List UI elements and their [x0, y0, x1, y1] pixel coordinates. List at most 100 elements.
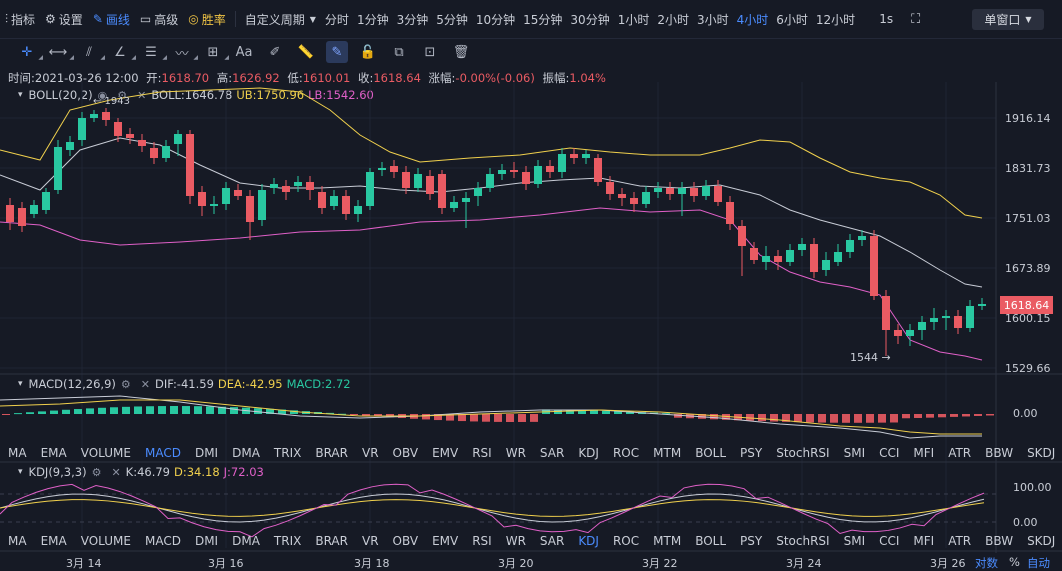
period-tab[interactable]: 10分钟 — [475, 12, 516, 27]
indicator-tab[interactable]: SKDJ — [1027, 534, 1056, 548]
close-icon[interactable]: ✕ — [111, 465, 121, 479]
shape-icon[interactable]: ⊞ ◢ — [207, 44, 229, 62]
indicator-tab[interactable]: BBW — [985, 534, 1014, 548]
indicator-tab[interactable]: DMI — [194, 446, 219, 460]
indicator-tab[interactable]: StochRSI — [776, 534, 830, 548]
collapse-icon[interactable]: ▾ — [18, 90, 23, 100]
indicator-tab[interactable]: VR — [361, 534, 379, 548]
period-tab[interactable]: 2小时 — [657, 12, 689, 27]
indicator-tab[interactable]: MTM — [653, 446, 682, 460]
draw-button[interactable]: ✎ 画线 — [92, 12, 130, 27]
period-tab[interactable]: 6小时 — [776, 12, 808, 27]
angle-icon[interactable]: ∠ ◢ — [114, 44, 136, 62]
indicator-tab[interactable]: KDJ — [578, 534, 599, 548]
indicator-tab[interactable]: StochRSI — [776, 446, 830, 460]
indicator-tab[interactable]: BOLL — [695, 534, 727, 548]
indicator-tab[interactable]: BRAR — [315, 446, 348, 460]
period-tab[interactable]: 3小时 — [696, 12, 729, 27]
indicator-tab[interactable]: MFI — [913, 534, 935, 548]
indicator-tab[interactable]: SMI — [843, 534, 866, 548]
indicator-tab[interactable]: VR — [361, 446, 379, 460]
expand-icon[interactable]: ⛶ — [911, 11, 921, 27]
indicator-tab[interactable]: EMV — [432, 534, 459, 548]
indicator-tab[interactable]: WR — [505, 446, 526, 460]
interval-label[interactable]: 1s — [879, 12, 894, 26]
indicator-tab[interactable]: ATR — [948, 446, 972, 460]
indicator-tab[interactable]: VOLUME — [80, 446, 131, 460]
close-icon[interactable]: ✕ — [140, 377, 150, 391]
indicator-tab[interactable]: PSY — [740, 446, 763, 460]
wave-icon[interactable]: 〰 ◢ — [175, 46, 198, 62]
indicator-tab[interactable]: KDJ — [578, 446, 599, 460]
winrate-button[interactable]: ◎ 胜率 — [188, 12, 226, 27]
period-tab[interactable]: 1小时 — [617, 12, 650, 27]
settings-icon[interactable]: ⚙ — [91, 465, 102, 479]
collapse-icon[interactable]: ▾ — [18, 467, 23, 477]
lock-icon[interactable]: 🔓 — [359, 44, 377, 60]
window-mode-dropdown[interactable]: 单窗口 ▼ — [972, 9, 1044, 30]
indicator-tab[interactable]: TRIX — [273, 446, 302, 460]
indicator-tab[interactable]: CCI — [879, 446, 900, 460]
text-icon[interactable]: Aa — [235, 44, 253, 60]
period-tab-active[interactable]: 4小时 — [736, 12, 769, 27]
brush-icon[interactable]: ✐ — [269, 44, 281, 60]
indicator-tab[interactable]: WR — [505, 534, 526, 548]
indicator-tab[interactable]: VOLUME — [80, 534, 131, 548]
indicator-tab[interactable]: EMA — [40, 446, 67, 460]
indicator-tab[interactable]: DMI — [194, 534, 219, 548]
parallel-lines-icon[interactable]: ⫽ ◢ — [86, 44, 105, 62]
period-tab[interactable]: 5分钟 — [436, 12, 468, 27]
indicator-tab[interactable]: ROC — [612, 534, 640, 548]
indicator-tab[interactable]: OBV — [392, 446, 419, 460]
indicator-tab[interactable]: DMA — [232, 446, 260, 460]
collapse-icon[interactable]: ▾ — [18, 379, 23, 389]
indicator-tab[interactable]: RSI — [472, 534, 492, 548]
indicator-tab[interactable]: BBW — [985, 446, 1014, 460]
indicator-tab[interactable]: DMA — [232, 534, 260, 548]
indicator-tab[interactable]: SKDJ — [1027, 446, 1056, 460]
horizontal-line-icon[interactable]: ⟷ ◢ — [48, 44, 74, 62]
indicator-tab[interactable]: MACD — [144, 534, 181, 548]
indicator-tab[interactable]: EMV — [432, 446, 459, 460]
trash-icon[interactable]: 🗑 — [452, 44, 470, 60]
indicator-button[interactable]: ⫶ 指标 — [5, 11, 36, 27]
period-tab[interactable]: 分时 — [324, 12, 349, 27]
indicator-tab[interactable]: TRIX — [273, 534, 302, 548]
indicator-tab[interactable]: BOLL — [695, 446, 727, 460]
settings-icon[interactable]: ⚙ — [120, 377, 131, 391]
ruler-icon[interactable]: 📏 — [297, 44, 315, 60]
indicator-tab[interactable]: PSY — [740, 534, 763, 548]
pencil-lock-icon[interactable]: ✎ — [326, 41, 348, 63]
fib-icon[interactable]: ☰ ◢ — [145, 44, 167, 62]
indicator-tab[interactable]: SMI — [843, 446, 866, 460]
auto-toggle[interactable]: 自动 — [1027, 556, 1050, 570]
period-tab[interactable]: 30分钟 — [570, 12, 610, 27]
visibility-icon[interactable]: ⊡ — [424, 44, 436, 60]
indicator-tab[interactable]: BRAR — [315, 534, 348, 548]
indicator-tab[interactable]: OBV — [392, 534, 419, 548]
indicator-tab[interactable]: EMA — [40, 534, 67, 548]
advanced-button[interactable]: ▭ 高级 — [139, 12, 179, 27]
crosshair-icon[interactable]: ✛ ◢ — [21, 44, 43, 62]
indicator-tab[interactable]: ROC — [612, 446, 640, 460]
indicator-tab[interactable]: CCI — [879, 534, 900, 548]
indicator-tab[interactable]: MTM — [653, 534, 682, 548]
indicator-tab[interactable]: MACD — [144, 446, 181, 460]
period-tab[interactable]: 15分钟 — [523, 12, 563, 27]
settings-icon[interactable]: ⚙ — [117, 88, 128, 102]
period-tab[interactable]: 3分钟 — [396, 12, 429, 27]
indicator-tab[interactable]: RSI — [472, 446, 492, 460]
indicator-tab[interactable]: SAR — [539, 446, 565, 460]
period-tab[interactable]: 1分钟 — [356, 12, 389, 27]
log-toggle[interactable]: 对数 — [975, 556, 998, 570]
indicator-tab[interactable]: SAR — [539, 534, 565, 548]
indicator-tab[interactable]: ATR — [948, 534, 972, 548]
settings-button[interactable]: ⚙ 设置 — [45, 12, 83, 27]
indicator-tab[interactable]: MA — [8, 534, 27, 548]
indicator-tab[interactable]: MA — [8, 446, 27, 460]
custom-period-dropdown[interactable]: 自定义周期 ▼ — [244, 12, 316, 27]
copy-icon[interactable]: ⧉ — [394, 44, 404, 60]
indicator-tab[interactable]: MFI — [913, 446, 935, 460]
percent-toggle[interactable]: % — [1009, 555, 1020, 569]
